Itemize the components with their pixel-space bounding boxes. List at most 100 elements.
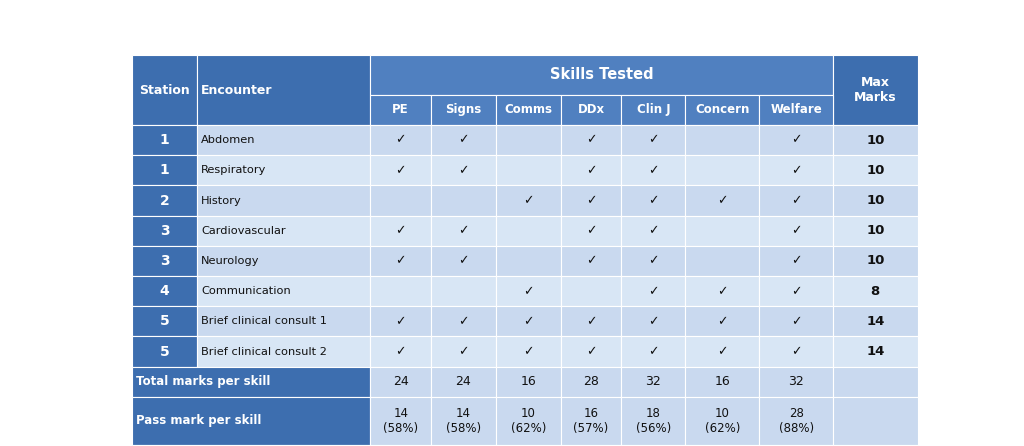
Text: Concern: Concern: [695, 103, 750, 116]
Bar: [431, 397, 496, 445]
Text: 5: 5: [160, 314, 169, 328]
Bar: [431, 95, 496, 125]
Text: ✓: ✓: [523, 285, 534, 297]
Text: ✓: ✓: [648, 315, 658, 328]
Text: ✓: ✓: [586, 255, 596, 268]
Text: 14
(58%): 14 (58%): [383, 407, 418, 435]
Text: ✓: ✓: [648, 133, 658, 147]
Text: ✓: ✓: [791, 194, 802, 207]
Bar: [371, 186, 431, 215]
Bar: [759, 215, 834, 246]
Bar: [834, 397, 918, 445]
Bar: [685, 397, 759, 445]
Text: 18
(56%): 18 (56%): [636, 407, 671, 435]
Bar: [371, 95, 431, 125]
Text: 3: 3: [160, 254, 169, 268]
Bar: [759, 306, 834, 336]
Bar: [496, 397, 561, 445]
Text: 5: 5: [160, 345, 169, 359]
Text: ✓: ✓: [395, 164, 406, 177]
Bar: [685, 95, 759, 125]
Text: ✓: ✓: [791, 315, 802, 328]
Bar: [431, 155, 496, 186]
Text: Clin J: Clin J: [637, 103, 670, 116]
Bar: [132, 186, 197, 215]
Text: ✓: ✓: [791, 133, 802, 147]
Bar: [561, 186, 622, 215]
Bar: [371, 155, 431, 186]
Text: 10
(62%): 10 (62%): [705, 407, 740, 435]
Bar: [496, 155, 561, 186]
Bar: [132, 336, 197, 367]
Bar: [371, 215, 431, 246]
Bar: [132, 55, 197, 125]
Bar: [759, 186, 834, 215]
Bar: [834, 276, 918, 306]
Bar: [561, 155, 622, 186]
Text: 10: 10: [866, 224, 885, 237]
Bar: [759, 155, 834, 186]
Bar: [431, 336, 496, 367]
Bar: [759, 336, 834, 367]
Bar: [834, 445, 918, 446]
Text: ✓: ✓: [395, 224, 406, 237]
Bar: [496, 336, 561, 367]
Bar: [496, 246, 561, 276]
Text: Skills Tested: Skills Tested: [550, 67, 653, 83]
Bar: [132, 215, 197, 246]
Text: Communication: Communication: [201, 286, 291, 296]
Text: ✓: ✓: [586, 194, 596, 207]
Bar: [132, 306, 197, 336]
Text: Total marks per skill: Total marks per skill: [136, 376, 270, 388]
Bar: [834, 306, 918, 336]
Text: Brief clinical consult 2: Brief clinical consult 2: [201, 347, 327, 357]
Bar: [834, 246, 918, 276]
Bar: [132, 155, 197, 186]
Text: 3: 3: [160, 224, 169, 238]
Text: 16
(57%): 16 (57%): [573, 407, 608, 435]
Text: 28: 28: [583, 376, 599, 388]
Text: ✓: ✓: [395, 315, 406, 328]
Bar: [622, 186, 685, 215]
Text: Cardiovascular: Cardiovascular: [201, 226, 286, 236]
Bar: [561, 125, 622, 155]
Bar: [197, 336, 371, 367]
Text: Max
Marks: Max Marks: [854, 76, 897, 104]
Bar: [685, 276, 759, 306]
Bar: [496, 276, 561, 306]
Bar: [834, 215, 918, 246]
Bar: [431, 125, 496, 155]
Text: 32: 32: [788, 376, 804, 388]
Text: Brief clinical consult 1: Brief clinical consult 1: [201, 316, 327, 326]
Bar: [759, 246, 834, 276]
Text: 10: 10: [866, 164, 885, 177]
Text: 10: 10: [866, 133, 885, 147]
Text: 24: 24: [393, 376, 409, 388]
Bar: [622, 276, 685, 306]
Bar: [371, 246, 431, 276]
Text: 2: 2: [160, 194, 169, 207]
Text: ✓: ✓: [395, 345, 406, 358]
Text: 14
(58%): 14 (58%): [445, 407, 481, 435]
Bar: [496, 367, 561, 397]
Bar: [132, 276, 197, 306]
Text: ✓: ✓: [717, 315, 728, 328]
Text: ✓: ✓: [586, 224, 596, 237]
Text: Neurology: Neurology: [201, 256, 259, 266]
Bar: [759, 95, 834, 125]
Bar: [496, 186, 561, 215]
Bar: [371, 336, 431, 367]
Bar: [561, 276, 622, 306]
Text: ✓: ✓: [395, 255, 406, 268]
Text: ✓: ✓: [791, 164, 802, 177]
Bar: [197, 246, 371, 276]
Bar: [622, 155, 685, 186]
Bar: [431, 367, 496, 397]
Text: ✓: ✓: [717, 345, 728, 358]
Text: History: History: [201, 195, 242, 206]
Text: 32: 32: [645, 376, 662, 388]
Bar: [371, 125, 431, 155]
Bar: [561, 95, 622, 125]
Bar: [561, 215, 622, 246]
Text: ✓: ✓: [648, 194, 658, 207]
